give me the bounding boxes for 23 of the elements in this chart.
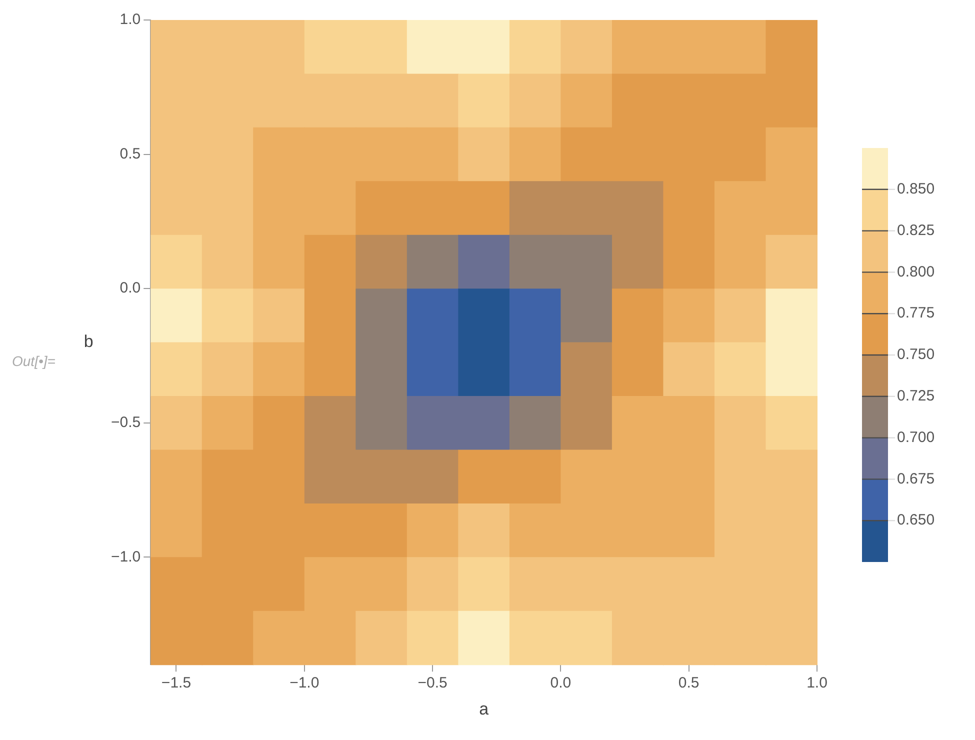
color-bar-label: 0.850 [897,180,935,198]
color-bar-label: 0.700 [897,428,935,446]
x-tick-label: −1.5 [161,674,192,692]
text: Out[•]= [12,353,56,370]
color-bar-label: 0.775 [897,304,935,322]
color-bar-label: 0.650 [897,512,935,529]
y-axis-title: b [84,332,94,351]
y-tick-label: 1.0 [120,11,141,28]
color-bar-label: 0.825 [897,222,935,239]
y-tick-label: −1.0 [110,548,141,566]
x-tick-label: 1.0 [806,674,828,692]
color-bar-label: 0.800 [897,263,935,280]
x-tick-label: −0.5 [418,674,448,692]
color-bar-label: 0.750 [897,346,935,364]
x-axis-title: a [479,699,490,718]
y-tick-label: 0.0 [120,280,141,297]
x-tick-label: −1.0 [290,674,320,692]
color-bar-label: 0.675 [897,470,935,488]
color-bar-label: 0.725 [897,388,935,405]
y-tick-label: −0.5 [110,414,141,432]
x-tick-label: 0.5 [678,674,700,692]
y-tick-label: 0.5 [120,145,141,162]
x-tick-label: 0.0 [550,674,572,692]
